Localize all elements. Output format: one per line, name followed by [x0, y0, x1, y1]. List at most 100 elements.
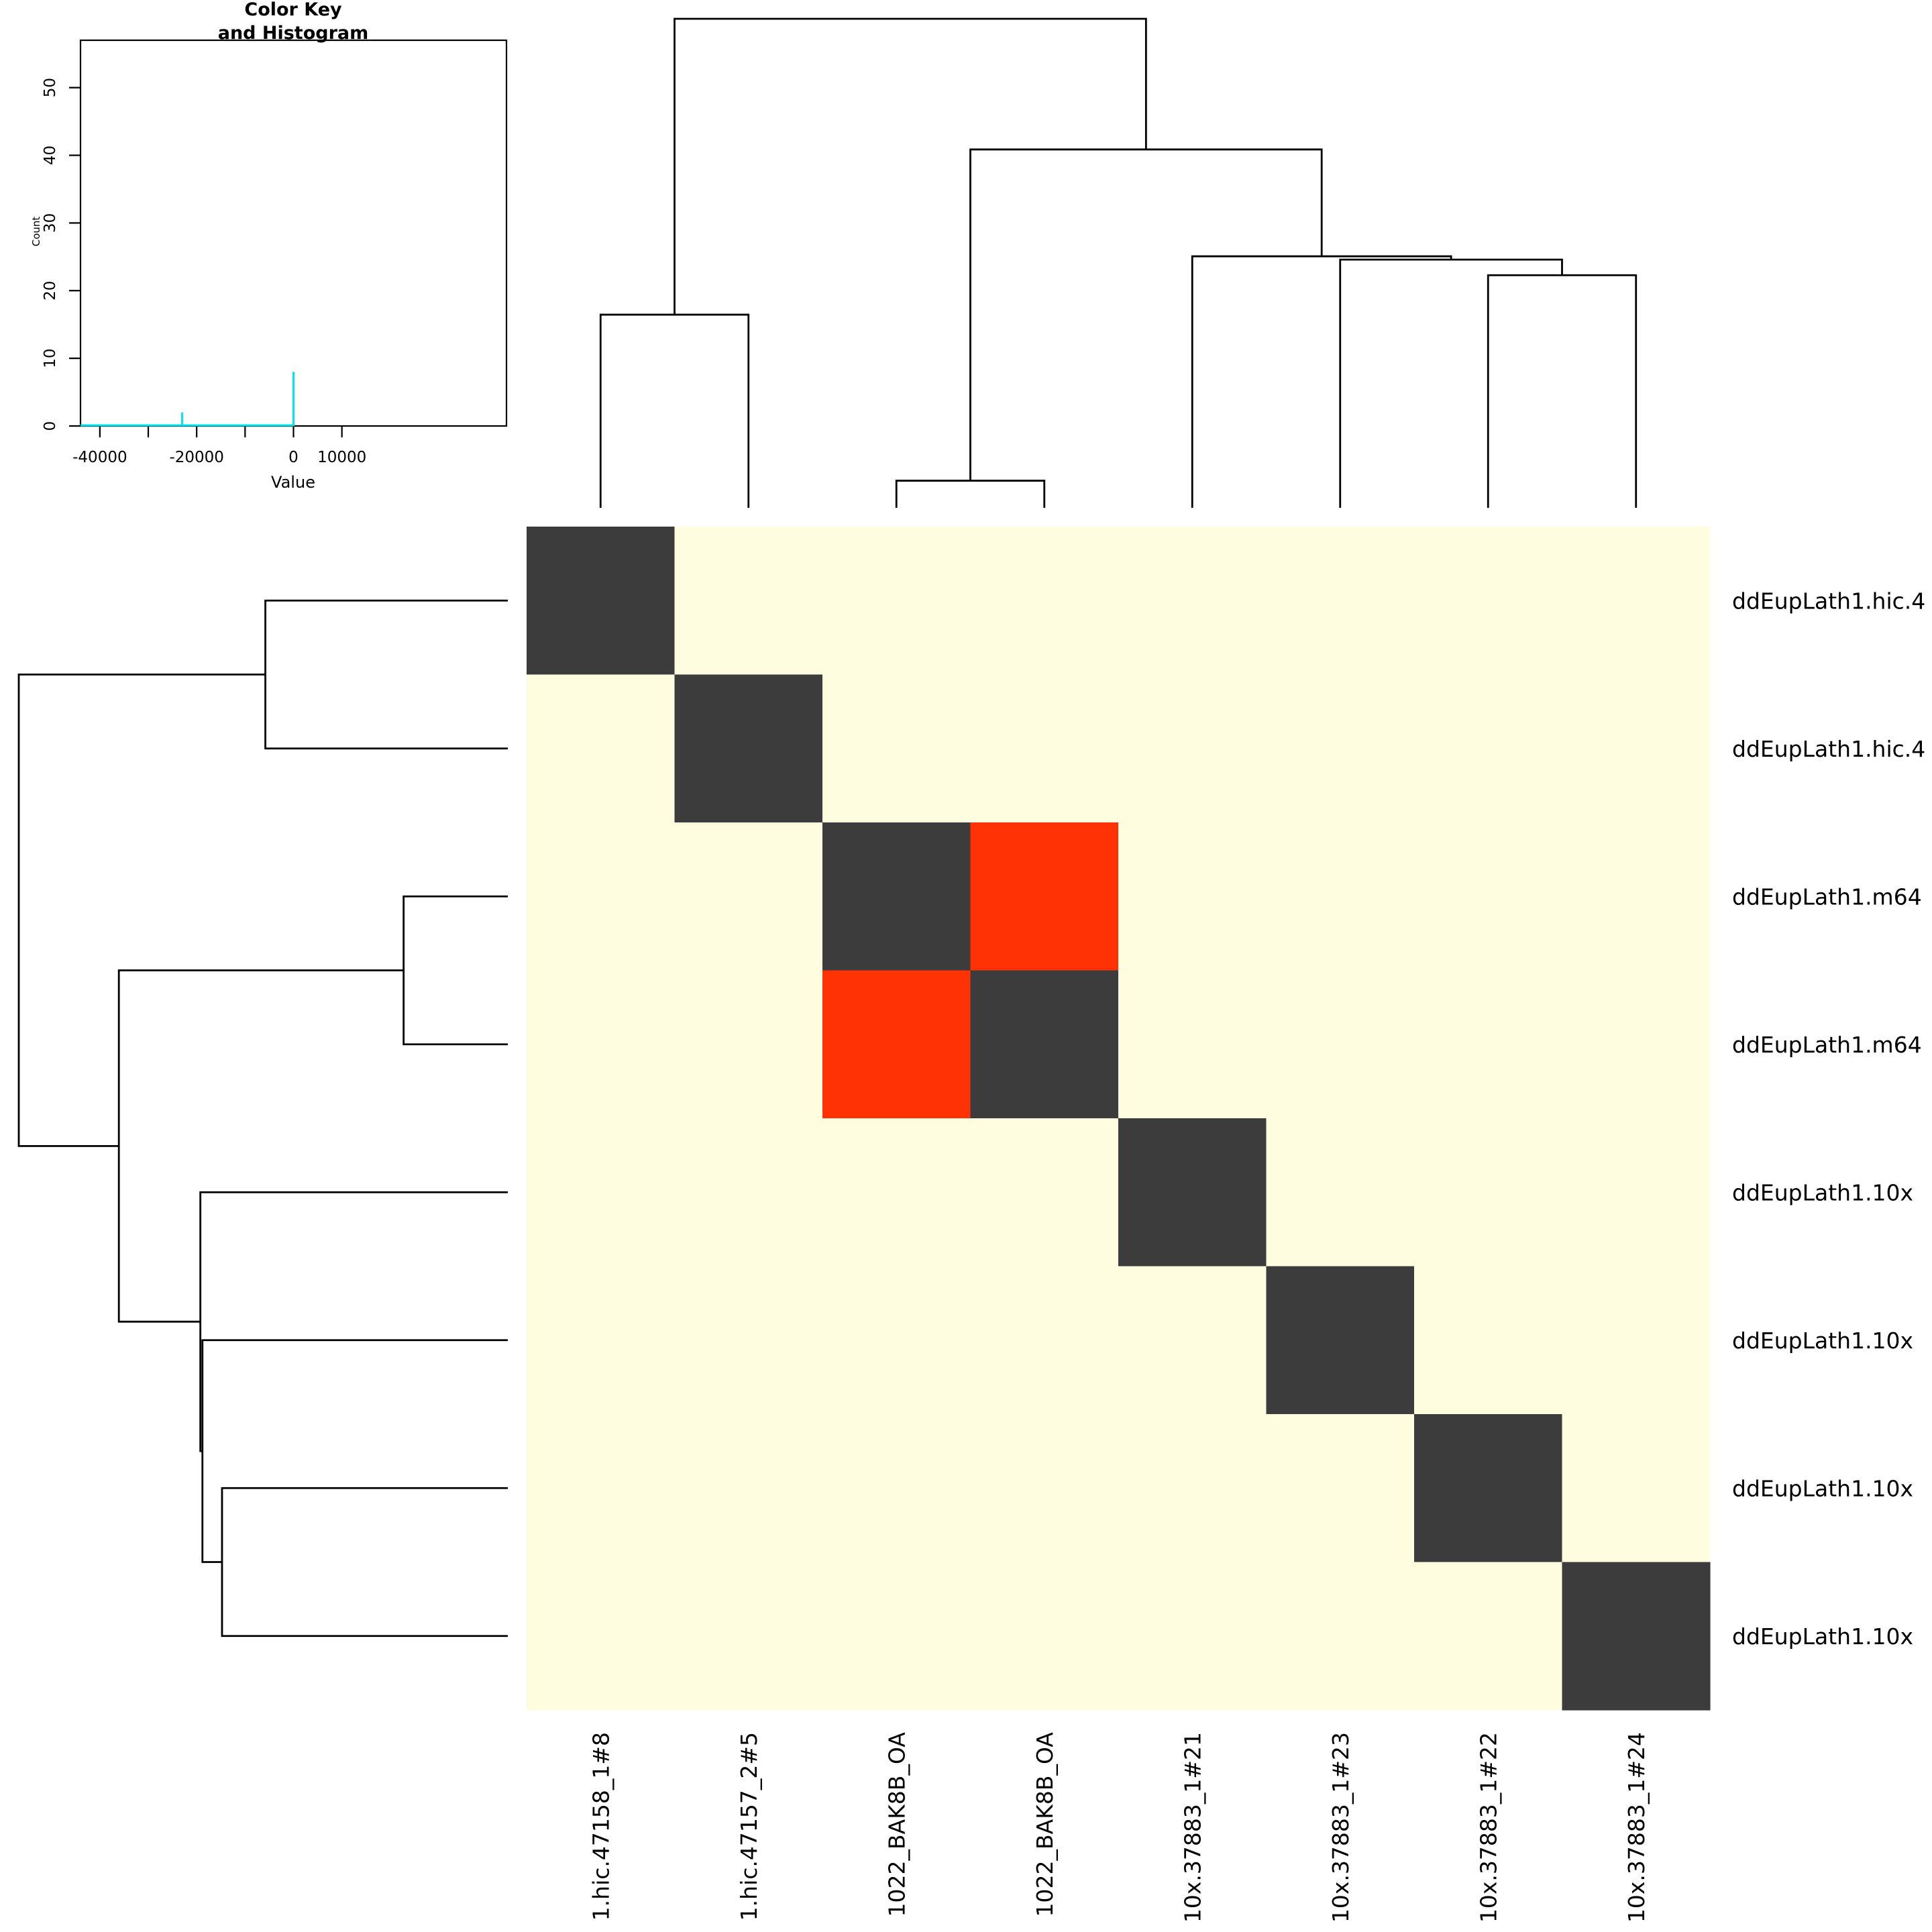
heatmap-cell-r2-c4	[1118, 822, 1267, 971]
color-key-title-line1: Color Key	[244, 0, 342, 20]
col-dendrogram-link	[1191, 255, 1452, 508]
column-label: 10x.37883_1#24	[1623, 1732, 1650, 1923]
heatmap-cell-r7-c5	[1266, 1562, 1415, 1711]
color-key-y-tick-label: 40	[42, 146, 59, 165]
heatmap-cell-r7-c7	[1562, 1562, 1711, 1711]
heatmap-cell-r2-c0	[527, 822, 676, 971]
heatmap-cell-r2-c1	[674, 822, 823, 971]
heatmap-cell-r7-c6	[1414, 1562, 1563, 1711]
color-key-x-tick-label: 10000	[317, 449, 366, 466]
column-label: 1022_BAK8B_OA	[883, 1732, 910, 1917]
heatmap-cell-r5-c3	[970, 1266, 1119, 1415]
heatmap-cell-r2-c7	[1562, 822, 1711, 971]
heatmap-cell-r5-c2	[822, 1266, 971, 1415]
heatmap-cell-r5-c6	[1414, 1266, 1563, 1415]
heatmap-cell-r3-c5	[1266, 970, 1415, 1119]
heatmap-cell-r0-c6	[1414, 527, 1563, 676]
color-key-histogram-bars	[80, 372, 294, 427]
heatmap-cell-r0-c3	[970, 527, 1119, 676]
heatmap-cell-r5-c1	[674, 1266, 823, 1415]
heatmap-cell-r3-c2	[822, 970, 971, 1119]
color-key-y-label: Count	[30, 217, 42, 247]
heatmap-cell-r3-c4	[1118, 970, 1267, 1119]
heatmap-cell-r4-c4	[1118, 1118, 1267, 1267]
heatmap-cell-r4-c6	[1414, 1118, 1563, 1267]
heatmap-cell-r2-c5	[1266, 822, 1415, 971]
heatmap-cell-r6-c2	[822, 1414, 971, 1563]
col-dendrogram-link	[674, 17, 1147, 315]
heatmap-cell-r2-c3	[970, 822, 1119, 971]
row-dendrogram-link	[17, 674, 266, 1147]
heatmap-cell-r4-c7	[1562, 1118, 1711, 1267]
heatmap-cell-r6-c6	[1414, 1414, 1563, 1563]
row-dendrogram-link	[221, 1487, 508, 1638]
col-dendrogram-link	[895, 480, 1046, 508]
row-dendrogram	[17, 599, 508, 1638]
heatmap-cell-r1-c5	[1266, 674, 1415, 823]
col-dendrogram-link	[599, 313, 750, 508]
color-key-x-tick-label: -20000	[169, 449, 223, 466]
color-key-x-label: Value	[271, 473, 315, 492]
row-label: ddEupLath1.hic.4	[1732, 736, 1925, 762]
column-label: 10x.37883_1#21	[1179, 1732, 1205, 1923]
row-label: ddEupLath1.10x	[1732, 1328, 1913, 1354]
heatmap-cell-r6-c5	[1266, 1414, 1415, 1563]
row-dendrogram-link	[199, 1191, 508, 1452]
color-key-y-tick-label: 20	[42, 281, 59, 301]
color-key-histogram: Color Key and Histogram Value Count -400…	[30, 0, 508, 492]
color-key-y-axis: 0 10 20 30 40 50	[42, 78, 80, 431]
heatmap-cell-r1-c7	[1562, 674, 1711, 823]
col-dendrogram-link	[1339, 258, 1563, 508]
column-label: 1.hic.47158_1#8	[588, 1732, 614, 1921]
row-dendrogram-link	[264, 599, 508, 750]
heatmap-cell-r4-c0	[527, 1118, 676, 1267]
heatmap-cell-r7-c4	[1118, 1562, 1267, 1711]
row-label: ddEupLath1.10x	[1732, 1475, 1913, 1501]
heatmap-cell-r4-c3	[970, 1118, 1119, 1267]
heatmap-cell-r7-c0	[527, 1562, 676, 1711]
column-labels: 1.hic.47158_1#8 1.hic.47157_2#5 1022_BAK8B…	[588, 1732, 1650, 1923]
heatmap-cell-r1-c2	[822, 674, 971, 823]
heatmap-cell-r0-c5	[1266, 527, 1415, 676]
color-key-y-tick-label: 30	[42, 213, 59, 233]
heatmap-cell-r1-c0	[527, 674, 676, 823]
heatmap-cell-r3-c3	[970, 970, 1119, 1119]
row-label: ddEupLath1.m64	[1732, 1032, 1922, 1058]
column-label: 1022_BAK8B_OA	[1032, 1732, 1058, 1917]
color-key-x-tick-label: -40000	[72, 449, 127, 466]
row-label: ddEupLath1.10x	[1732, 1623, 1913, 1650]
heatmap-cell-r5-c0	[527, 1266, 676, 1415]
heatmap-cell-r5-c5	[1266, 1266, 1415, 1415]
heatmap-cell-r3-c6	[1414, 970, 1563, 1119]
heatmap-cell-r6-c3	[970, 1414, 1119, 1563]
heatmap-cell-r1-c3	[970, 674, 1119, 823]
color-key-y-tick-label: 10	[42, 348, 59, 368]
color-key-y-tick-label: 50	[42, 78, 59, 97]
heatmap-cell-r3-c7	[1562, 970, 1711, 1119]
row-labels: ddEupLath1.hic.4 ddEupLath1.hic.4 ddEupLat…	[1732, 588, 1925, 1650]
heatmap-cell-r4-c1	[674, 1118, 823, 1267]
col-dendrogram-link	[1487, 274, 1638, 508]
heatmap-cell-r2-c2	[822, 822, 971, 971]
row-dendrogram-link	[402, 895, 508, 1046]
heatmap-cell-r1-c6	[1414, 674, 1563, 823]
heatmap-cell-r0-c0	[527, 527, 676, 676]
color-key-x-axis: -40000 -20000 0 10000	[72, 426, 366, 466]
heatmap-cell-r2-c6	[1414, 822, 1563, 971]
heatmap-cell-r0-c2	[822, 527, 971, 676]
heatmap-cell-r7-c3	[970, 1562, 1119, 1711]
column-label: 10x.37883_1#22	[1475, 1732, 1501, 1923]
heatmap-cell-r6-c7	[1562, 1414, 1711, 1563]
heatmap-cell-r4-c2	[822, 1118, 971, 1267]
row-dendrogram-link	[201, 1339, 508, 1563]
column-dendrogram	[599, 17, 1638, 508]
row-label: ddEupLath1.hic.4	[1732, 588, 1925, 614]
heatmap-cell-r4-c5	[1266, 1118, 1415, 1267]
heatmap-cell-r0-c7	[1562, 527, 1711, 676]
column-label: 1.hic.47157_2#5	[736, 1732, 762, 1921]
heatmap-cell-r7-c2	[822, 1562, 971, 1711]
heatmap-cell-r1-c4	[1118, 674, 1267, 823]
heatmap-cell-r6-c1	[674, 1414, 823, 1563]
color-key-y-tick-label: 0	[42, 421, 59, 431]
